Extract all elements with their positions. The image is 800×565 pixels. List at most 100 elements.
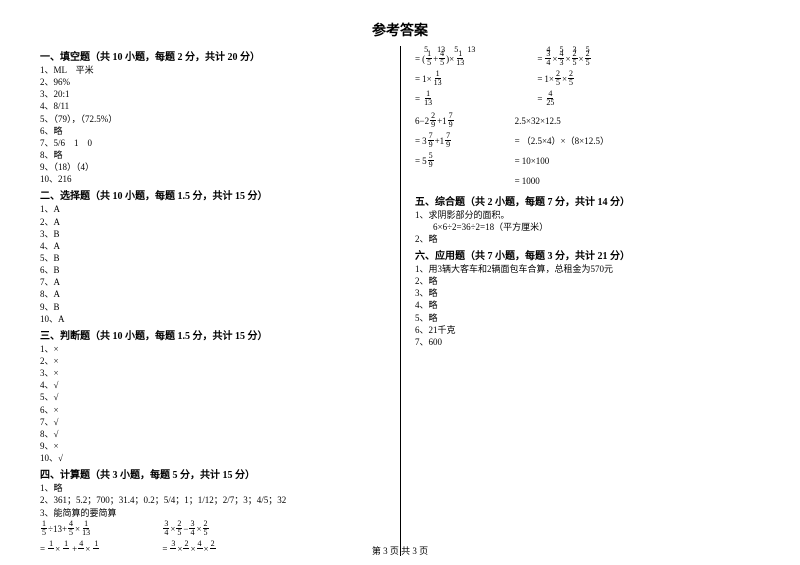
math-step: =1×113 [415,69,477,89]
section-2-header: 二、选择题（共 10 小题，每题 1.5 分，共计 15 分） [40,187,385,202]
list-item: 6、× [40,404,385,416]
math-step: =(15+45)×113 [415,49,477,69]
list-item: 10、216 [40,173,385,185]
math-step: =1000 [515,171,609,191]
math-step: 15÷13+45×113 [40,519,102,539]
fraction: 34 [545,50,551,67]
math-step: =1×25×25 [537,69,591,89]
list-item: 6、B [40,264,385,276]
list-item: 2、361；5.2；700；31.4；0.2；5/4；1；1/12；2/7；3；… [40,494,385,506]
list-item: 7、5/6 1 0 [40,137,385,149]
list-item: 6、略 [40,125,385,137]
fraction: 25 [572,50,578,67]
list-item: 3、20:1 [40,88,385,100]
section-1-header: 一、填空题（共 10 小题，每题 2 分，共计 20 分） [40,48,385,63]
fraction: 29 [430,112,436,129]
list-item: 5、略 [415,312,760,324]
math-step: =559 [415,151,455,171]
list-item: 4、8/11 [40,100,385,112]
fraction: 59 [428,152,434,169]
fraction: 425 [545,90,555,107]
math-step: =425 [537,89,591,109]
section-4-list: 1、略2、361；5.2；700；31.4；0.2；5/4；1；1/12；2/7… [40,482,385,518]
section-3-list: 1、×2、×3、×4、√5、√6、×7、√8、√9、×10、√ [40,343,385,464]
fraction: 15 [426,50,432,67]
list-item: 3、略 [415,287,760,299]
math-step: =34×43×25×25 [537,49,591,69]
list-item: 8、A [40,288,385,300]
fraction: 113 [455,50,465,67]
page-title: 参考答案 [40,20,760,40]
page-footer: 第 3 页 共 3 页 [0,544,800,557]
list-item: 9、B [40,301,385,313]
list-item: 8、√ [40,428,385,440]
fraction: 34 [163,520,169,537]
math-step: =113 [415,89,477,109]
list-item: 7、√ [40,416,385,428]
math-step: 2.5×32×12.5 [515,111,609,131]
math-step: 6−229+179 [415,111,455,131]
fraction: 113 [81,520,91,537]
list-item: 10、A [40,313,385,325]
math-step: =10×100 [515,151,609,171]
fraction: 79 [445,132,451,149]
section-5-header: 五、综合题（共 2 小题，每题 7 分，共计 14 分） [415,193,760,208]
list-item: 2、96% [40,76,385,88]
list-item: 4、略 [415,299,760,311]
section-6-list: 1、用3辆大客车和2辆面包车合算，总租金为570元2、略3、略4、略5、略6、2… [415,263,760,348]
section-5-list: 1、求阴影部分的面积。 6×6÷2=36÷2=18（平方厘米）2、略 [415,209,760,245]
math-p2-right: 2.5×32×12.5=（2.5×4）×（8×12.5）=10×100=1000 [515,111,609,191]
section-4-header: 四、计算题（共 3 小题，每题 5 分，共计 15 分） [40,466,385,481]
fraction: 25 [585,50,591,67]
list-item: 8、略 [40,149,385,161]
list-item: 4、A [40,240,385,252]
fraction: 34 [189,520,195,537]
list-item: 5、√ [40,391,385,403]
math-step: =（2.5×4）×（8×12.5） [515,131,609,151]
fraction: 45 [68,520,74,537]
math-p2-left: 6−229+179=379+179=559 [415,111,455,191]
list-item: 4、√ [40,379,385,391]
list-item: 3、能简算的要简算 [40,507,385,519]
list-item: 1、× [40,343,385,355]
list-item: 5、（79），（72.5%） [40,113,385,125]
list-item: 3、× [40,367,385,379]
math-step: =379+179 [415,131,455,151]
list-item: 9、× [40,440,385,452]
list-item: 6、21千克 [415,324,760,336]
list-item: 7、A [40,276,385,288]
list-item: 10、√ [40,452,385,464]
fraction: 15 [41,520,47,537]
math-problem-2: 6−229+179=379+179=559 2.5×32×12.5=（2.5×4… [415,111,760,191]
list-item: 2、A [40,216,385,228]
fraction: 113 [423,90,433,107]
page: 参考答案 一、填空题（共 10 小题，每题 2 分，共计 20 分） 1、ML … [0,0,800,565]
fraction: 79 [448,112,454,129]
list-item: 2、略 [415,275,760,287]
list-item: 9、（18）（4） [40,161,385,173]
fraction: 25 [555,70,561,87]
fraction: 45 [439,50,445,67]
fraction: 79 [428,132,434,149]
fraction: 25 [568,70,574,87]
list-item: 3、B [40,228,385,240]
section-6-header: 六、应用题（共 7 小题，每题 3 分，共计 21 分） [415,247,760,262]
section-2-list: 1、A2、A3、B4、A5、B6、B7、A8、A9、B10、A [40,203,385,324]
fraction: 113 [433,70,443,87]
math-step: 34×25−34×25 [162,519,216,539]
list-item: 1、A [40,203,385,215]
list-item: 2、× [40,355,385,367]
content-columns: 一、填空题（共 10 小题，每题 2 分，共计 20 分） 1、ML 平米2、9… [40,46,760,556]
fraction: 43 [558,50,564,67]
fraction: 25 [176,520,182,537]
fraction: 25 [203,520,209,537]
list-item: 6×6÷2=36÷2=18（平方厘米） [415,221,760,233]
list-item: 1、ML 平米 [40,64,385,76]
section-3-header: 三、判断题（共 10 小题，每题 1.5 分，共计 15 分） [40,327,385,342]
list-item: 2、略 [415,233,760,245]
section-1-list: 1、ML 平米2、96%3、20:14、8/115、（79），（72.5%）6、… [40,64,385,185]
list-item: 1、求阴影部分的面积。 [415,209,760,221]
list-item: 1、用3辆大客车和2辆面包车合算，总租金为570元 [415,263,760,275]
list-item: 5、B [40,252,385,264]
list-item: 1、略 [40,482,385,494]
